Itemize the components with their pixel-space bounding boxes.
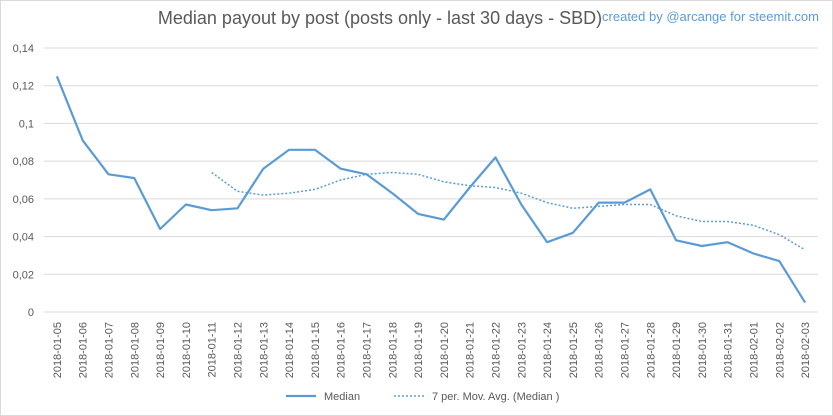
gridlines — [44, 47, 818, 313]
x-tick-label: 2018-01-13 — [258, 322, 270, 378]
legend: Median 7 per. Mov. Avg. (Median ) — [286, 391, 559, 403]
x-tick-label: 2018-01-07 — [104, 322, 116, 378]
x-tick-label: 2018-01-21 — [465, 322, 477, 378]
legend-label: 7 per. Mov. Avg. (Median ) — [432, 391, 559, 403]
credit-text: created by @arcange for steemit.com — [602, 9, 819, 24]
median-line — [55, 75, 807, 304]
y-axis-ticks: 0 0,02 0,04 0,06 0,08 0,1 0,12 0,14 — [13, 43, 34, 319]
x-tick-label: 2018-01-16 — [336, 322, 348, 378]
x-tick-label: 2018-01-17 — [362, 322, 374, 378]
x-tick-label: 2018-01-19 — [413, 322, 425, 378]
x-tick-label: 2018-02-01 — [749, 322, 761, 378]
x-tick-label: 2018-01-14 — [284, 322, 296, 378]
x-tick-label: 2018-01-25 — [568, 322, 580, 378]
x-tick-label: 2018-01-08 — [129, 322, 141, 378]
x-tick-label: 2018-02-02 — [774, 322, 786, 378]
chart-title: Median payout by post (posts only - last… — [157, 8, 603, 28]
x-tick-label: 2018-01-18 — [387, 322, 399, 378]
x-tick-label: 2018-01-28 — [645, 322, 657, 378]
x-tick-label: 2018-02-03 — [800, 322, 812, 378]
y-tick-label: 0,12 — [13, 81, 34, 93]
x-tick-label: 2018-01-31 — [723, 322, 735, 378]
x-tick-label: 2018-01-30 — [697, 322, 709, 378]
x-tick-label: 2018-01-10 — [181, 322, 193, 378]
x-axis-ticks: 2018-01-05 2018-01-06 2018-01-07 2018-01-08… — [52, 322, 812, 378]
x-tick-label: 2018-01-11 — [207, 322, 219, 377]
y-tick-label: 0,06 — [13, 194, 34, 206]
legend-label: Median — [324, 391, 360, 403]
x-tick-label: 2018-01-06 — [78, 322, 90, 378]
x-tick-label: 2018-01-26 — [594, 322, 606, 378]
x-tick-label: 2018-01-24 — [542, 322, 554, 378]
x-tick-label: 2018-01-12 — [233, 322, 245, 378]
x-tick-label: 2018-01-20 — [439, 322, 451, 378]
y-tick-label: 0,14 — [13, 43, 34, 55]
x-tick-label: 2018-01-27 — [620, 322, 632, 378]
x-tick-label: 2018-01-15 — [310, 322, 322, 378]
y-tick-label: 0,04 — [13, 232, 34, 244]
y-tick-label: 0 — [28, 307, 34, 319]
y-tick-label: 0,02 — [13, 269, 34, 281]
y-tick-label: 0,1 — [19, 118, 34, 130]
x-tick-label: 2018-01-22 — [491, 322, 503, 378]
x-tick-label: 2018-01-23 — [516, 322, 528, 378]
x-tick-label: 2018-01-09 — [155, 322, 167, 378]
y-tick-label: 0,08 — [13, 156, 34, 168]
moving-average-line — [211, 171, 806, 251]
x-tick-label: 2018-01-05 — [52, 322, 64, 378]
x-tick-label: 2018-01-29 — [671, 322, 683, 378]
series-layer — [55, 75, 807, 304]
